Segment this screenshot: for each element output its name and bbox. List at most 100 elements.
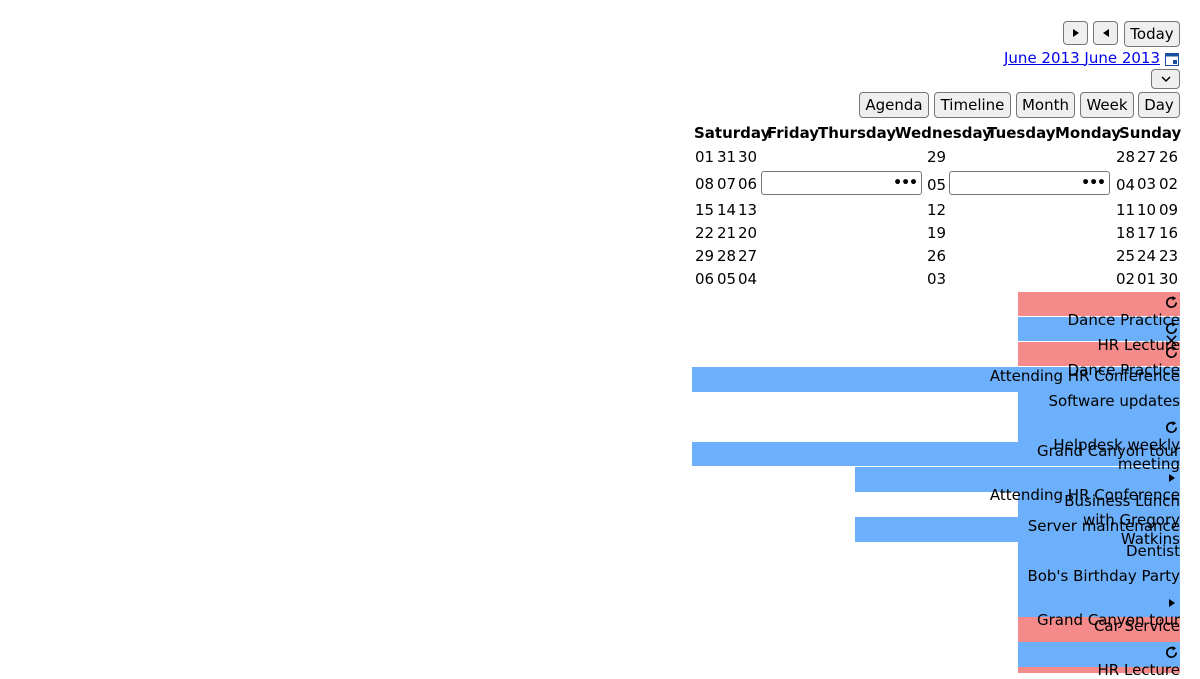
event-bar[interactable] — [1018, 667, 1180, 673]
day-cell[interactable]: 25 — [1116, 247, 1136, 265]
day-cell[interactable]: 31 — [717, 148, 737, 166]
next-button[interactable] — [1063, 21, 1088, 45]
repeat-icon — [1166, 345, 1178, 358]
more-events-button[interactable]: ••• — [949, 171, 1110, 195]
day-cell[interactable]: 02 — [1159, 175, 1179, 193]
day-cell[interactable]: 19 — [927, 224, 947, 242]
event-bar[interactable] — [1018, 317, 1180, 341]
event-label[interactable]: Car Service — [1093, 617, 1180, 635]
event-bar[interactable] — [1018, 292, 1180, 316]
event-label[interactable]: HR Lecture — [1097, 661, 1181, 679]
today-button[interactable]: Today — [1124, 21, 1180, 47]
event-label[interactable]: Software updates — [1048, 392, 1180, 410]
day-cell[interactable]: 18 — [1116, 224, 1136, 242]
event-label[interactable]: Dance Practice — [1067, 311, 1180, 329]
event-bar[interactable] — [692, 367, 1180, 392]
expand-arrow-icon[interactable] — [1169, 474, 1175, 482]
event-bar[interactable] — [1018, 542, 1180, 617]
triangle-left-icon — [1102, 29, 1109, 37]
day-cell[interactable]: 05 — [717, 270, 737, 288]
view-day-button[interactable]: Day — [1138, 92, 1180, 118]
repeat-icon — [1166, 295, 1178, 308]
day-cell[interactable]: 28 — [717, 247, 737, 265]
day-cell[interactable]: 17 — [1137, 224, 1157, 242]
day-cell[interactable]: 07 — [717, 175, 737, 193]
range-start: June 2013 — [1004, 49, 1080, 67]
day-cell[interactable]: 06 — [695, 270, 715, 288]
day-cell[interactable]: 20 — [738, 224, 758, 242]
day-cell[interactable]: 27 — [738, 247, 758, 265]
event-label[interactable]: Helpdesk weekly meeting — [1053, 436, 1180, 473]
more-events-button[interactable]: ••• — [761, 171, 922, 195]
day-cell[interactable]: 03 — [927, 270, 947, 288]
day-cell[interactable]: 22 — [695, 224, 715, 242]
day-cell[interactable]: 14 — [717, 201, 737, 219]
dow-header-saturday: Saturday — [694, 124, 771, 142]
more-dots-icon: ••• — [893, 175, 918, 191]
event-label[interactable]: Dentist — [1125, 542, 1180, 560]
day-cell[interactable]: 24 — [1137, 247, 1157, 265]
day-cell[interactable]: 26 — [1159, 148, 1179, 166]
day-cell[interactable]: 13 — [738, 201, 758, 219]
view-agenda-button[interactable]: Agenda — [859, 92, 929, 118]
day-cell[interactable]: 23 — [1159, 247, 1179, 265]
day-cell[interactable]: 30 — [738, 148, 758, 166]
event-label[interactable]: Dance Practice — [1067, 361, 1180, 379]
dow-header-monday: Monday — [1055, 124, 1122, 142]
event-bar[interactable] — [1018, 617, 1180, 642]
event-bar[interactable] — [692, 442, 1180, 466]
view-month-button[interactable]: Month — [1016, 92, 1075, 118]
dow-header-friday: Friday — [767, 124, 820, 142]
day-cell[interactable]: 04 — [738, 270, 758, 288]
day-cell[interactable]: 11 — [1116, 201, 1136, 219]
event-bar[interactable] — [1018, 642, 1180, 667]
range-end: June 2013 — [1084, 49, 1160, 67]
event-label[interactable]: Business Lunch with Gregory Watkins — [1064, 492, 1180, 548]
day-cell[interactable]: 02 — [1116, 270, 1136, 288]
event-bar[interactable] — [855, 517, 1180, 542]
day-cell[interactable]: 30 — [1159, 270, 1179, 288]
event-label[interactable]: Attending HR Conference — [989, 367, 1180, 385]
day-cell[interactable]: 29 — [695, 247, 715, 265]
day-cell[interactable]: 03 — [1137, 175, 1157, 193]
day-cell[interactable]: 16 — [1159, 224, 1179, 242]
date-range-link[interactable]: June 2013 June 2013 — [1004, 49, 1160, 67]
dow-header-tuesday: Tuesday — [987, 124, 1056, 142]
day-cell[interactable]: 29 — [927, 148, 947, 166]
day-cell[interactable]: 28 — [1116, 148, 1136, 166]
day-cell[interactable]: 01 — [695, 148, 715, 166]
event-label[interactable]: Attending HR Conference — [989, 486, 1180, 504]
day-cell[interactable]: 04 — [1116, 176, 1136, 194]
day-cell[interactable]: 08 — [695, 175, 715, 193]
day-cell[interactable]: 21 — [717, 224, 737, 242]
day-cell[interactable]: 12 — [927, 201, 947, 219]
close-icon[interactable] — [1164, 333, 1179, 348]
view-timeline-button[interactable]: Timeline — [934, 92, 1011, 118]
event-bar[interactable] — [1018, 342, 1180, 366]
day-cell[interactable]: 06 — [738, 175, 758, 193]
view-week-button[interactable]: Week — [1080, 92, 1134, 118]
expand-arrow-icon[interactable] — [1169, 599, 1175, 607]
event-label[interactable]: Grand Canyon tour — [1036, 611, 1180, 629]
more-dots-icon: ••• — [1081, 175, 1106, 191]
event-bar[interactable] — [1018, 392, 1180, 442]
triangle-right-icon — [1072, 29, 1079, 37]
repeat-icon — [1166, 321, 1178, 334]
event-label[interactable]: Server maintenance — [1027, 517, 1180, 535]
day-cell[interactable]: 10 — [1137, 201, 1157, 219]
event-bar[interactable] — [855, 467, 1180, 492]
day-cell[interactable]: 09 — [1159, 201, 1179, 219]
event-label[interactable]: Bob's Birthday Party — [1027, 567, 1180, 585]
view-toggle-button[interactable] — [1151, 69, 1180, 89]
calendar-icon[interactable] — [1165, 52, 1179, 66]
day-cell[interactable]: 05 — [927, 176, 947, 194]
event-label[interactable]: Grand Canyon tour — [1036, 442, 1180, 460]
prev-button[interactable] — [1093, 21, 1118, 45]
day-cell[interactable]: 01 — [1137, 270, 1157, 288]
day-cell[interactable]: 27 — [1137, 148, 1157, 166]
day-cell[interactable]: 15 — [695, 201, 715, 219]
repeat-icon — [1166, 645, 1178, 658]
event-bar[interactable] — [1018, 492, 1180, 517]
event-label[interactable]: HR Lecture — [1097, 336, 1181, 354]
day-cell[interactable]: 26 — [927, 247, 947, 265]
